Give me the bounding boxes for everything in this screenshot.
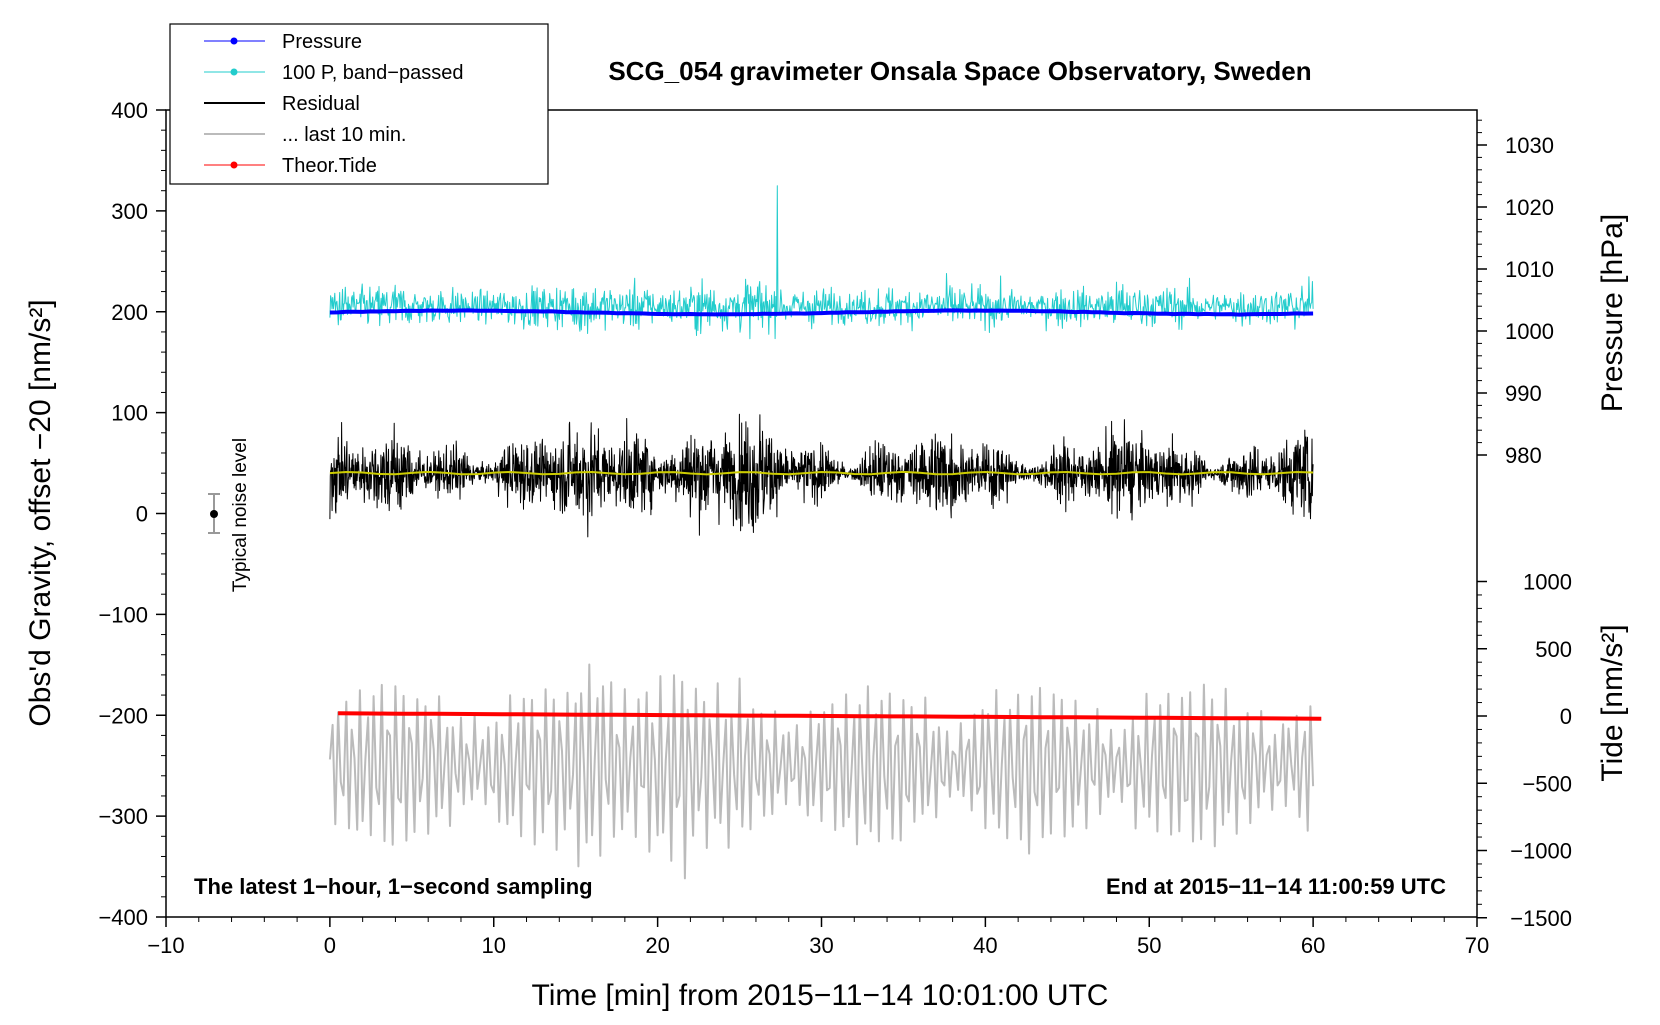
tide-tick-label: 1000 <box>1523 570 1572 595</box>
tick-layer: −10 0 10 20 30 40 50 60 704003002001000−100−200−… <box>98 98 1572 958</box>
tide-tick-label: 500 <box>1535 637 1572 662</box>
legend: Pressure 100 P, band−passed Residual ... la… <box>169 23 549 185</box>
legend-marker <box>230 68 238 76</box>
y-tick-label: −400 <box>98 905 148 930</box>
x-axis-label: Time [min] from 2015−11−14 10:01:00 UTC <box>532 979 1109 1012</box>
pressure-tick-label: 980 <box>1505 443 1542 468</box>
pressure-tick-label: 1010 <box>1505 257 1554 282</box>
y-tick-label: 0 <box>136 502 148 527</box>
noise-bar-dot <box>210 510 218 518</box>
tide-tick-label: −1500 <box>1510 906 1572 931</box>
y-tick-label: 100 <box>111 401 148 426</box>
pressure-tick-label: 1030 <box>1505 133 1554 158</box>
x-tick-label: 70 <box>1465 933 1489 958</box>
legend-label: Residual <box>282 93 360 115</box>
noise-bar <box>208 493 220 534</box>
legend-items: Pressure 100 P, band−passed Residual ... la… <box>204 31 463 177</box>
x-tick-label: 20 <box>645 933 669 958</box>
pressure-tick-label: 1020 <box>1505 195 1554 220</box>
legend-label: Pressure <box>282 31 362 53</box>
y-axis-label-tide: Tide [nm/s²] <box>1596 624 1629 781</box>
y-axis-label-left: Obs'd Gravity, offset −20 [nm/s²] <box>24 299 57 726</box>
x-tick-label: −10 <box>147 933 184 958</box>
y-tick-label: 300 <box>111 199 148 224</box>
noise-label: Typical noise level <box>230 438 251 592</box>
pressure-tick-label: 1000 <box>1505 319 1554 344</box>
y-tick-label: −100 <box>98 602 148 627</box>
annotation-end-time: End at 2015−11−14 11:00:59 UTC <box>1106 874 1446 899</box>
bandpassed-series <box>329 185 1314 340</box>
tide-tick-label: −500 <box>1522 771 1572 796</box>
residual-series <box>329 413 1314 538</box>
tide-tick-label: 0 <box>1560 704 1572 729</box>
annotation-sampling: The latest 1−hour, 1−second sampling <box>194 874 593 899</box>
y-tick-label: −300 <box>98 804 148 829</box>
y-tick-label: −200 <box>98 703 148 728</box>
series-layer <box>328 185 1322 880</box>
pressure-series <box>329 308 1314 317</box>
chart-title: SCG_054 gravimeter Onsala Space Observat… <box>608 56 1311 86</box>
legend-label: Theor.Tide <box>282 155 377 177</box>
x-tick-label: 30 <box>809 933 833 958</box>
last10-series <box>328 663 1315 880</box>
x-tick-label: 60 <box>1301 933 1325 958</box>
x-tick-label: 0 <box>324 933 336 958</box>
legend-label: 100 P, band−passed <box>282 62 463 84</box>
pressure-tick-label: 990 <box>1505 381 1542 406</box>
legend-label: ... last 10 min. <box>282 124 407 146</box>
residual-mean-series <box>329 470 1314 476</box>
x-tick-label: 40 <box>973 933 997 958</box>
legend-marker <box>230 37 238 45</box>
legend-marker <box>230 161 238 169</box>
y-tick-label: 200 <box>111 300 148 325</box>
x-tick-label: 10 <box>482 933 506 958</box>
tide-series <box>338 711 1322 721</box>
tide-tick-label: −1000 <box>1510 839 1572 864</box>
x-tick-label: 50 <box>1137 933 1161 958</box>
y-axis-label-pressure: Pressure [hPa] <box>1596 214 1629 412</box>
y-tick-label: 400 <box>111 98 148 123</box>
